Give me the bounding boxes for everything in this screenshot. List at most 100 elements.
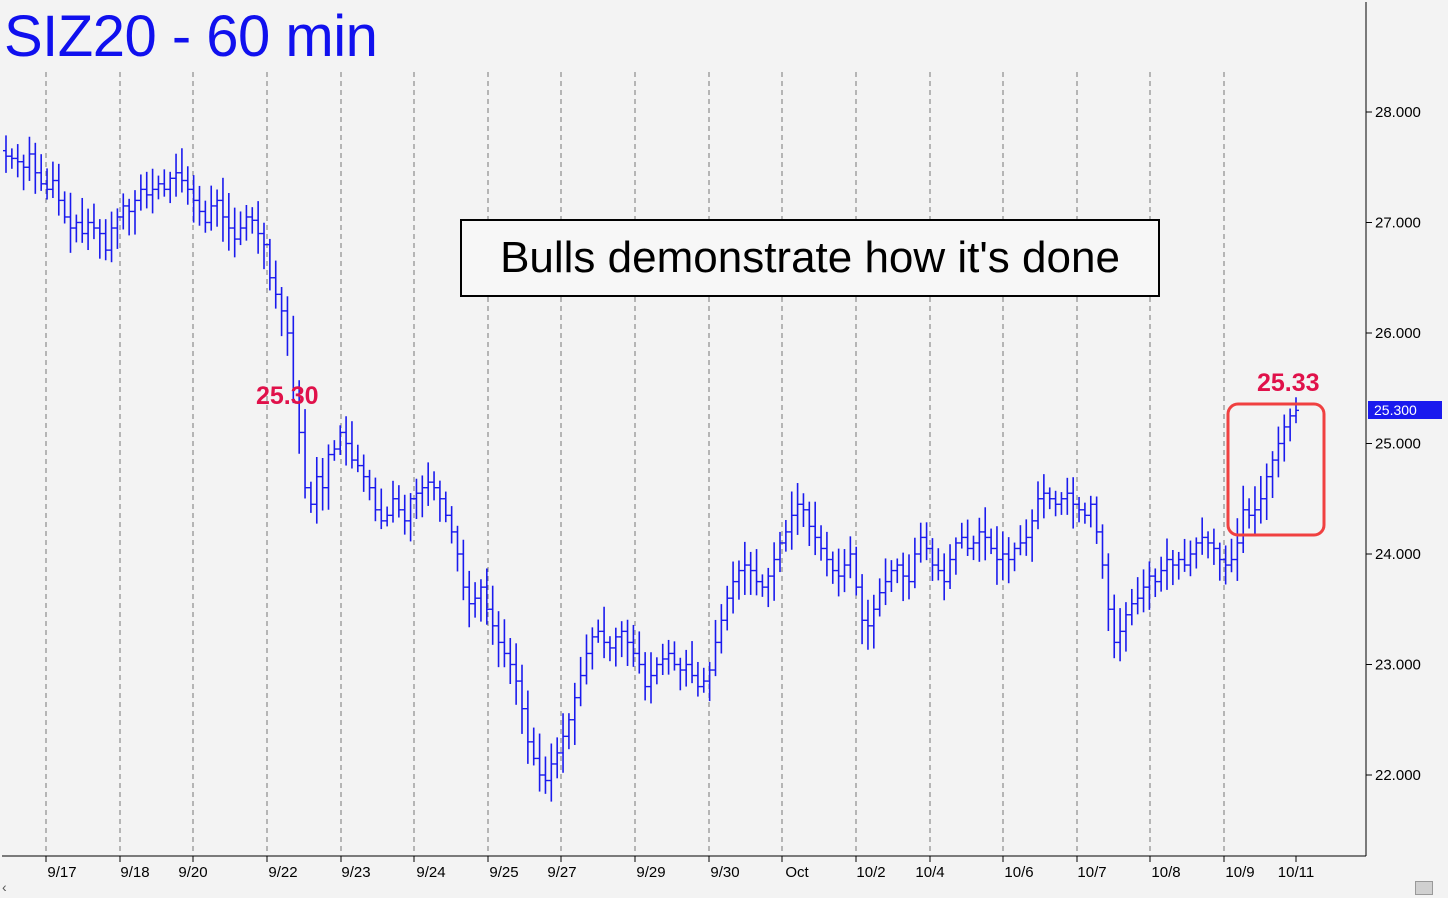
x-tick-label: 9/18 xyxy=(120,864,149,881)
ohlc-bar xyxy=(108,211,115,263)
ohlc-bar xyxy=(366,469,373,501)
ohlc-bar xyxy=(970,535,977,561)
ohlc-bar xyxy=(794,483,801,535)
ohlc-bar xyxy=(788,491,795,550)
ohlc-bar xyxy=(307,481,314,513)
ohlc-bar xyxy=(1240,485,1247,554)
ohlc-bar xyxy=(589,627,596,670)
ohlc-bar xyxy=(1017,525,1024,556)
ohlc-bar xyxy=(554,737,561,779)
ohlc-bar xyxy=(472,582,479,618)
ohlc-bar xyxy=(724,585,731,631)
ohlc-bar xyxy=(378,488,385,530)
ohlc-bar xyxy=(26,136,33,181)
ohlc-bar xyxy=(1076,496,1083,523)
ohlc-bars xyxy=(3,135,1299,802)
x-tick-label: 9/24 xyxy=(416,864,445,881)
ohlc-bar xyxy=(126,198,133,236)
ohlc-bar xyxy=(1158,556,1165,592)
ohlc-bar xyxy=(266,238,273,291)
x-tick-label: 9/23 xyxy=(341,864,370,881)
ohlc-bar xyxy=(49,161,56,199)
ohlc-bar xyxy=(829,551,836,584)
ohlc-bar xyxy=(577,656,584,707)
ohlc-bar xyxy=(1263,463,1270,521)
ohlc-bar xyxy=(507,638,514,685)
ohlc-bar xyxy=(1181,538,1188,572)
ohlc-bar xyxy=(32,142,39,194)
ohlc-bar xyxy=(1205,531,1212,559)
ohlc-bar xyxy=(1046,487,1053,510)
ohlc-bar xyxy=(941,553,948,601)
ohlc-bar xyxy=(929,538,936,581)
ohlc-bar xyxy=(96,219,103,259)
ohlc-bar xyxy=(648,652,654,704)
ohlc-bar xyxy=(231,207,238,258)
ohlc-bar xyxy=(923,522,930,561)
ohlc-bar xyxy=(542,756,549,794)
ohlc-bar xyxy=(1064,477,1071,515)
ohlc-bar xyxy=(1281,414,1288,462)
ohlc-bar xyxy=(1117,608,1124,662)
ohlc-bar xyxy=(302,409,309,499)
x-tick-label: Oct xyxy=(785,864,809,881)
ohlc-bar xyxy=(1122,602,1129,652)
scrollbar-thumb[interactable] xyxy=(1415,881,1433,895)
ohlc-bar xyxy=(114,208,121,249)
ohlc-bar xyxy=(85,208,92,251)
right-high-annotation: 25.33 xyxy=(1257,369,1320,397)
ohlc-bar xyxy=(870,594,877,649)
ohlc-bar xyxy=(1081,502,1088,524)
ohlc-bar xyxy=(196,185,203,226)
ohlc-bar xyxy=(325,444,332,510)
ohlc-bar xyxy=(61,191,68,224)
ohlc-bar xyxy=(448,506,455,544)
scroll-left-arrow-icon[interactable]: ‹ xyxy=(2,879,7,895)
ohlc-bar xyxy=(1134,577,1141,615)
ohlc-bar xyxy=(642,652,649,701)
y-tick-label: 27.000 xyxy=(1375,215,1421,232)
y-tick-label: 26.000 xyxy=(1375,325,1421,342)
ohlc-bar xyxy=(483,568,490,625)
ohlc-bar xyxy=(348,421,355,469)
ohlc-bar xyxy=(665,639,672,675)
ohlc-bar xyxy=(1105,553,1112,632)
x-tick-label: 10/6 xyxy=(1004,864,1033,881)
ohlc-bar xyxy=(718,604,725,654)
ohlc-bar xyxy=(947,544,954,590)
ohlc-bar xyxy=(530,727,537,766)
ohlc-bar xyxy=(137,174,144,211)
ohlc-bar xyxy=(1099,524,1106,579)
ohlc-bar xyxy=(882,558,889,606)
ohlc-bar xyxy=(1011,542,1018,572)
ohlc-bar xyxy=(782,519,789,552)
x-tick-label: 9/20 xyxy=(178,864,207,881)
ohlc-bar xyxy=(601,606,608,659)
ohlc-bar xyxy=(1146,561,1153,610)
ohlc-bar xyxy=(988,528,995,555)
ohlc-bar xyxy=(14,144,21,178)
ohlc-bar xyxy=(571,682,578,745)
ohlc-bar xyxy=(460,539,467,601)
ohlc-bar xyxy=(1199,517,1206,555)
ohlc-bar xyxy=(999,531,1006,580)
ohlc-bar xyxy=(694,661,701,697)
x-tick-label: 10/7 xyxy=(1077,864,1106,881)
ohlc-bar xyxy=(343,416,350,466)
x-tick-label: 10/2 xyxy=(856,864,885,881)
y-tick-label: 25.000 xyxy=(1375,436,1421,453)
headline-callout: Bulls demonstrate how it's done xyxy=(460,219,1160,297)
ohlc-bar xyxy=(560,713,567,773)
y-tick-label: 23.000 xyxy=(1375,657,1421,674)
ohlc-bar xyxy=(3,135,9,173)
ohlc-bar xyxy=(73,214,80,243)
ohlc-bar xyxy=(290,315,297,404)
ohlc-bar xyxy=(841,549,848,593)
ohlc-bar xyxy=(331,440,338,461)
ohlc-bar xyxy=(583,634,590,685)
ohlc-bar xyxy=(706,661,713,702)
ohlc-bar xyxy=(360,454,367,492)
chart-title: SIZ20 - 60 min xyxy=(4,4,378,69)
